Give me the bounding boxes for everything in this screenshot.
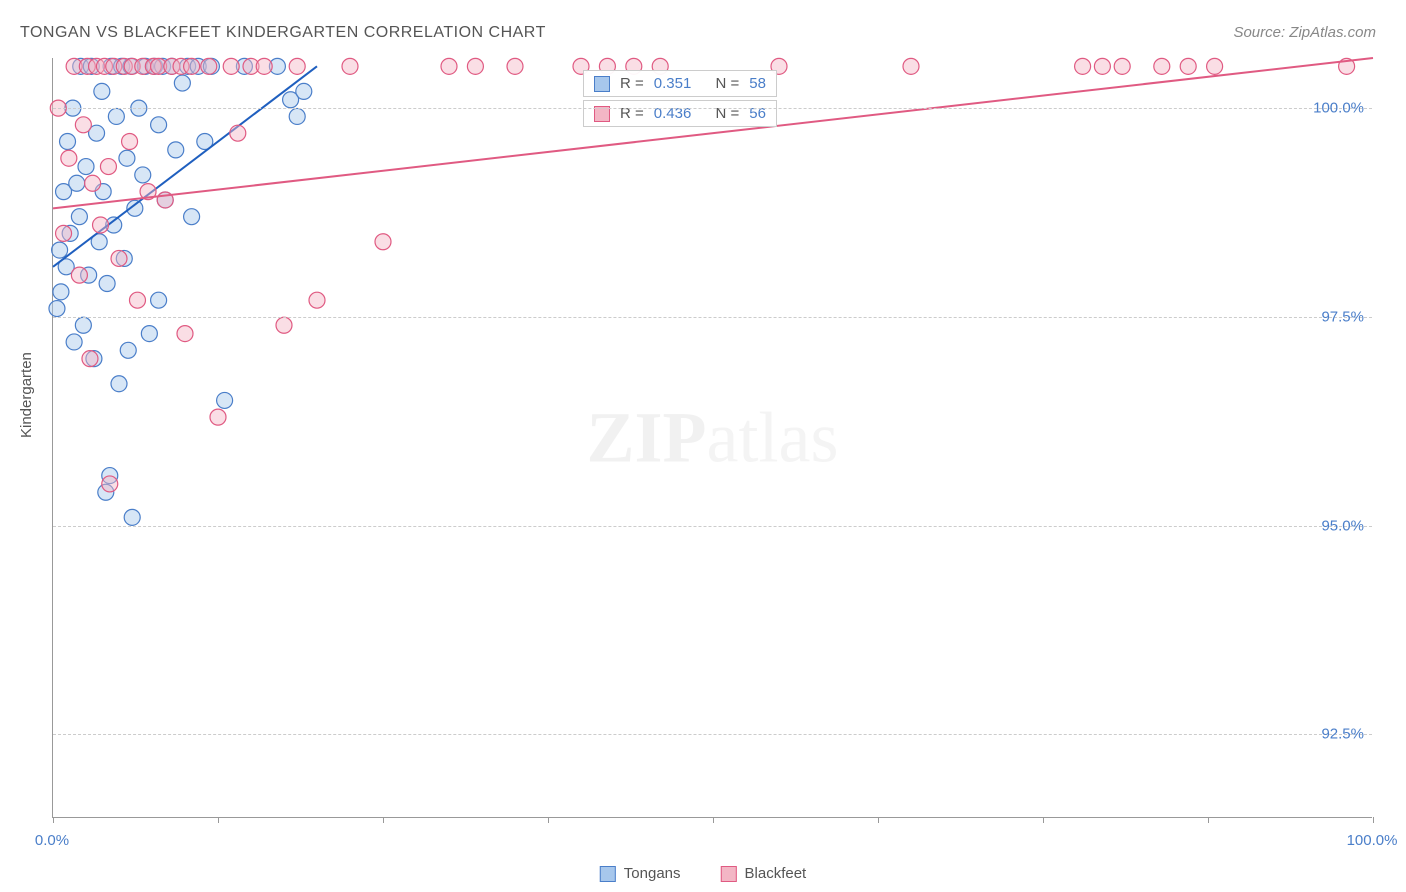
data-point — [119, 150, 135, 166]
legend-label-blackfeet: Blackfeet — [745, 865, 807, 882]
data-point — [289, 58, 305, 74]
data-point — [56, 225, 72, 241]
xtick-label: 0.0% — [35, 832, 69, 849]
xtick — [713, 817, 714, 823]
data-point — [217, 392, 233, 408]
data-point — [467, 58, 483, 74]
data-point — [99, 275, 115, 291]
r-value-tongans: 0.351 — [654, 75, 692, 92]
data-point — [342, 58, 358, 74]
legend-item-tongans: Tongans — [600, 865, 681, 882]
data-point — [108, 108, 124, 124]
data-point — [151, 117, 167, 133]
data-point — [201, 58, 217, 74]
legend: Tongans Blackfeet — [600, 865, 806, 882]
data-point — [122, 134, 138, 150]
data-point — [168, 142, 184, 158]
data-point — [111, 250, 127, 266]
data-point — [177, 326, 193, 342]
gridline — [53, 734, 1372, 735]
xtick — [53, 817, 54, 823]
data-point — [210, 409, 226, 425]
stats-box-tongans: R = 0.351 N = 58 — [583, 70, 777, 97]
data-point — [230, 125, 246, 141]
data-point — [61, 150, 77, 166]
data-point — [174, 75, 190, 91]
data-point — [102, 476, 118, 492]
data-point — [296, 83, 312, 99]
data-point — [184, 58, 200, 74]
xtick — [383, 817, 384, 823]
data-point — [93, 217, 109, 233]
data-point — [82, 351, 98, 367]
data-point — [903, 58, 919, 74]
xtick — [218, 817, 219, 823]
data-point — [507, 58, 523, 74]
data-point — [111, 376, 127, 392]
stats-box-blackfeet: R = 0.436 N = 56 — [583, 100, 777, 127]
data-point — [1180, 58, 1196, 74]
data-point — [100, 159, 116, 175]
ytick-label: 95.0% — [1321, 517, 1364, 534]
data-point — [52, 242, 68, 258]
data-point — [184, 209, 200, 225]
data-point — [1075, 58, 1091, 74]
scatter-svg — [53, 58, 1372, 817]
source-attribution: Source: ZipAtlas.com — [1233, 24, 1376, 41]
ytick-label: 97.5% — [1321, 308, 1364, 325]
ytick-label: 92.5% — [1321, 726, 1364, 743]
data-point — [256, 58, 272, 74]
gridline — [53, 526, 1372, 527]
data-point — [309, 292, 325, 308]
data-point — [375, 234, 391, 250]
data-point — [1207, 58, 1223, 74]
data-point — [53, 284, 69, 300]
data-point — [141, 326, 157, 342]
n-value-tongans: 58 — [749, 75, 766, 92]
xtick-label: 100.0% — [1347, 832, 1398, 849]
n-label: N = — [715, 75, 739, 92]
ytick-label: 100.0% — [1313, 100, 1364, 117]
gridline — [53, 108, 1372, 109]
data-point — [66, 334, 82, 350]
data-point — [94, 83, 110, 99]
xtick — [548, 817, 549, 823]
stats-swatch-tongans — [594, 76, 610, 92]
data-point — [1094, 58, 1110, 74]
data-point — [71, 209, 87, 225]
data-point — [71, 267, 87, 283]
legend-swatch-tongans — [600, 866, 616, 882]
data-point — [289, 108, 305, 124]
data-point — [69, 175, 85, 191]
data-point — [151, 292, 167, 308]
data-point — [135, 167, 151, 183]
xtick — [1373, 817, 1374, 823]
data-point — [441, 58, 457, 74]
data-point — [1114, 58, 1130, 74]
data-point — [75, 317, 91, 333]
r-label: R = — [620, 75, 644, 92]
data-point — [223, 58, 239, 74]
data-point — [276, 317, 292, 333]
legend-swatch-blackfeet — [721, 866, 737, 882]
data-point — [49, 301, 65, 317]
plot-area: ZIPatlas R = 0.351 N = 58 R = 0.436 N = … — [52, 58, 1372, 818]
y-axis-label: Kindergarten — [18, 352, 35, 438]
xtick — [1043, 817, 1044, 823]
legend-label-tongans: Tongans — [624, 865, 681, 882]
data-point — [129, 292, 145, 308]
xtick — [878, 817, 879, 823]
data-point — [78, 159, 94, 175]
gridline — [53, 317, 1372, 318]
xtick — [1208, 817, 1209, 823]
chart-title: TONGAN VS BLACKFEET KINDERGARTEN CORRELA… — [20, 24, 546, 42]
data-point — [60, 134, 76, 150]
data-point — [85, 175, 101, 191]
legend-item-blackfeet: Blackfeet — [721, 865, 807, 882]
data-point — [124, 509, 140, 525]
data-point — [75, 117, 91, 133]
data-point — [1154, 58, 1170, 74]
data-point — [120, 342, 136, 358]
